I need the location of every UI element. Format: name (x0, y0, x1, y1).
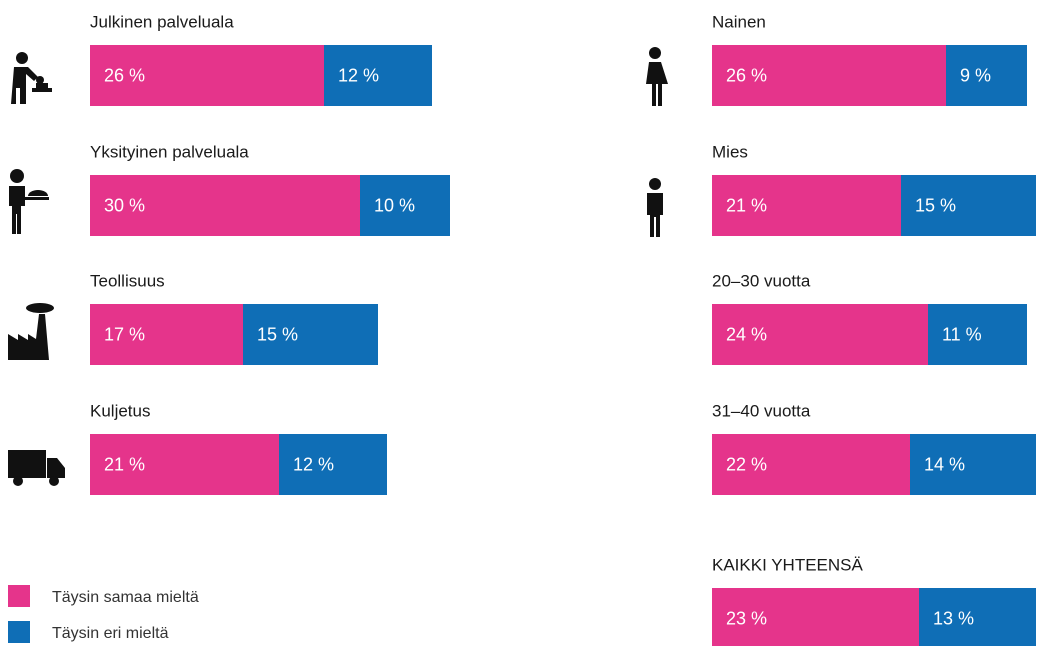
category-label: Yksityinen palveluala (90, 142, 249, 161)
bar-segment (90, 434, 279, 495)
value-label: 26 % (104, 65, 145, 85)
category-label: Julkinen palveluala (90, 12, 234, 31)
bar-segment (90, 304, 243, 365)
icon-truck (8, 450, 65, 486)
legend-swatch (8, 621, 30, 643)
bar-segment (712, 304, 928, 365)
value-label: 12 % (293, 454, 334, 474)
bar-segment (712, 588, 919, 646)
category-label: Teollisuus (90, 271, 165, 290)
icon-man (647, 178, 663, 237)
bar-segment (712, 45, 946, 106)
bar-segment (90, 175, 360, 236)
value-label: 17 % (104, 324, 145, 344)
legend-label: Täysin samaa mieltä (52, 589, 199, 606)
value-label: 22 % (726, 454, 767, 474)
value-label: 30 % (104, 195, 145, 215)
bar-segment (360, 175, 450, 236)
icon-waiter (9, 169, 49, 234)
bar-segment (712, 434, 910, 495)
value-label: 9 % (960, 65, 991, 85)
bar-segment (712, 175, 901, 236)
value-label: 12 % (338, 65, 379, 85)
bar-segment (910, 434, 1036, 495)
value-label: 15 % (257, 324, 298, 344)
category-label: 31–40 vuotta (712, 401, 811, 420)
icon-woman (646, 47, 668, 106)
category-label: KAIKKI YHTEENSÄ (712, 555, 864, 574)
category-label: 20–30 vuotta (712, 271, 811, 290)
bar-segment (90, 45, 324, 106)
value-label: 15 % (915, 195, 956, 215)
value-label: 24 % (726, 324, 767, 344)
value-label: 13 % (933, 608, 974, 628)
bar-segment (919, 588, 1036, 646)
bar-segment (324, 45, 432, 106)
value-label: 26 % (726, 65, 767, 85)
category-label: Kuljetus (90, 401, 150, 420)
icon-factory (8, 303, 54, 360)
category-label: Mies (712, 142, 748, 161)
legend-swatch (8, 585, 30, 607)
bar-segment (243, 304, 378, 365)
value-label: 14 % (924, 454, 965, 474)
bar-segment (279, 434, 387, 495)
value-label: 10 % (374, 195, 415, 215)
value-label: 11 % (942, 324, 982, 344)
icon-childcare (11, 52, 52, 104)
value-label: 21 % (726, 195, 767, 215)
value-label: 23 % (726, 608, 767, 628)
value-label: 21 % (104, 454, 145, 474)
bar-segment (946, 45, 1027, 106)
category-label: Nainen (712, 12, 766, 31)
legend-label: Täysin eri mieltä (52, 625, 169, 642)
bar-segment (928, 304, 1027, 365)
bar-segment (901, 175, 1036, 236)
